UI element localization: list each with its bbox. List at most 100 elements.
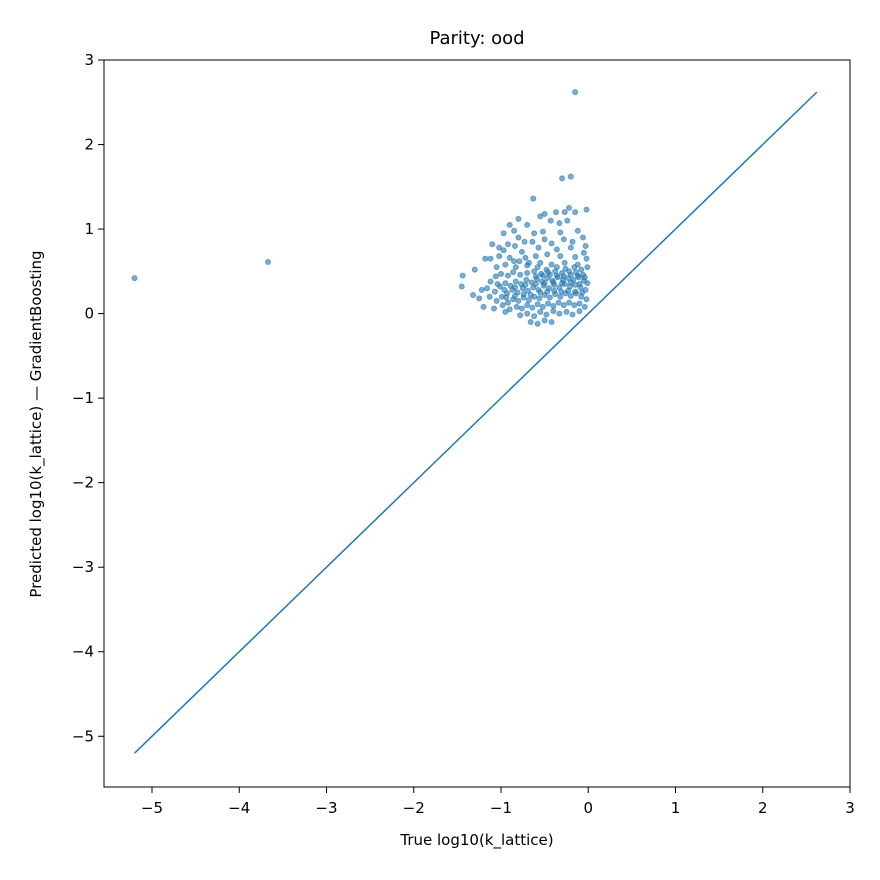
data-point [536,295,543,302]
data-point [458,283,465,290]
data-point [517,271,524,278]
data-point [572,209,579,216]
data-point [524,310,531,317]
data-point [525,259,532,266]
data-point [572,253,579,260]
data-point [566,299,573,306]
data-point [531,268,538,275]
data-point [552,209,559,216]
data-point [500,230,507,237]
data-point [550,302,557,309]
data-point [562,265,569,272]
data-point [537,259,544,266]
data-point [537,308,544,315]
data-point [548,261,555,268]
data-point [580,249,587,256]
data-point [563,308,570,315]
data-point [560,302,567,309]
data-point [503,294,510,301]
data-point [520,291,527,298]
data-point [499,302,506,309]
data-point [502,261,509,268]
data-point [550,308,557,315]
y-tick-label: 2 [84,136,94,154]
y-tick-label: −4 [72,643,94,661]
data-point [534,320,541,327]
data-point [493,264,500,271]
data-point [543,266,550,273]
data-point [478,286,485,293]
data-point [530,195,537,202]
data-point [524,221,531,228]
data-point [569,311,576,318]
y-tick-label: 1 [84,220,94,238]
data-point [487,255,494,262]
data-point [486,293,493,300]
data-point [550,279,557,286]
data-point [553,272,560,279]
data-point [529,304,536,311]
x-tick-label: −1 [490,799,512,817]
data-point [525,287,532,294]
data-point [524,270,531,277]
data-point [539,228,546,235]
data-point [512,278,519,285]
data-point [522,254,529,261]
data-point [534,301,541,308]
data-point [494,281,501,288]
x-tick-label: −5 [141,799,163,817]
data-point [581,274,588,281]
data-point [558,288,565,295]
data-point [487,278,494,285]
data-point [567,244,574,251]
data-point [506,254,513,261]
data-point [551,287,558,294]
y-tick-label: −2 [72,474,94,492]
data-point [531,230,538,237]
data-point [532,273,539,280]
data-point [537,213,544,220]
data-point [491,288,498,295]
data-point [515,234,522,241]
y-tick-label: 3 [84,51,94,69]
data-point [517,312,524,319]
data-point [578,266,585,273]
data-point [576,281,583,288]
data-point [559,175,566,182]
data-point [524,302,531,309]
data-point [500,247,507,254]
y-axis: −5 −4 −3 −2 −1 0 1 2 3 [72,51,104,745]
data-point [511,227,518,234]
data-point [559,280,566,287]
data-point [470,292,477,299]
data-point [518,248,525,255]
data-point [504,272,511,279]
y-tick-label: −3 [72,558,94,576]
data-point [583,255,590,262]
x-tick-label: −2 [403,799,425,817]
data-point [565,287,572,294]
data-point [579,289,586,296]
data-point [506,306,513,313]
data-point [560,236,567,243]
data-point [547,217,554,224]
plot-area [131,89,818,754]
data-point [555,299,562,306]
data-point [502,280,509,287]
data-point [523,276,530,283]
data-point [511,284,518,291]
data-point [489,241,496,248]
data-point [539,303,546,310]
data-point [560,273,567,280]
data-point [516,258,523,265]
data-point [539,272,546,279]
data-point [527,292,534,299]
data-point [504,299,511,306]
data-point [567,173,574,180]
data-point [496,253,503,260]
data-point [574,227,581,234]
data-point [582,242,589,249]
data-point [529,238,536,245]
data-point [491,305,498,312]
